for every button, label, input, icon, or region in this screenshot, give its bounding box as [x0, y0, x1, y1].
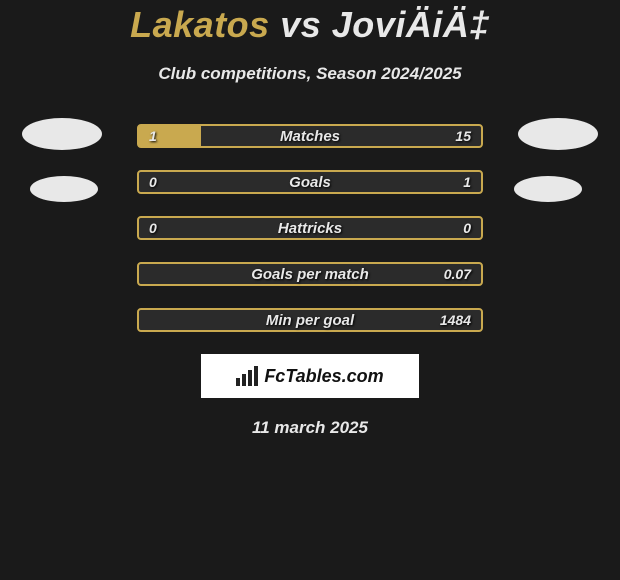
stat-value-right: 1484 — [440, 312, 471, 328]
stat-value-right: 15 — [455, 128, 471, 144]
stat-value-left: 0 — [149, 220, 157, 236]
stat-value-left: 1 — [149, 128, 157, 144]
stats-area: 1 Matches 15 0 Goals 1 0 Hattricks 0 Goals per ma… — [0, 124, 620, 332]
stat-value-right: 0 — [463, 220, 471, 236]
subtitle: Club competitions, Season 2024/2025 — [0, 64, 620, 84]
stat-value-right: 0.07 — [444, 266, 471, 282]
bar-chart-icon — [236, 366, 258, 386]
stat-label: Hattricks — [278, 220, 342, 237]
stat-label: Min per goal — [266, 312, 354, 329]
stat-row: Goals per match 0.07 — [137, 262, 483, 286]
avatar-placeholder — [30, 176, 98, 202]
avatar-placeholder — [518, 118, 598, 150]
stat-row: Min per goal 1484 — [137, 308, 483, 332]
stat-value-right: 1 — [463, 174, 471, 190]
branding-box: FcTables.com — [201, 354, 419, 398]
stat-label: Goals — [289, 174, 331, 191]
stat-label: Matches — [280, 128, 340, 145]
stat-label: Goals per match — [251, 266, 369, 283]
avatars-right — [518, 118, 598, 202]
comparison-title: Lakatos vs JoviÄiÄ‡ — [0, 0, 620, 46]
date-line: 11 march 2025 — [0, 418, 620, 438]
branding-text: FcTables.com — [264, 366, 383, 387]
avatars-left — [22, 118, 102, 202]
avatar-placeholder — [22, 118, 102, 150]
stat-row: 1 Matches 15 — [137, 124, 483, 148]
vs-separator: vs — [280, 4, 321, 45]
avatar-placeholder — [514, 176, 582, 202]
player1-name: Lakatos — [130, 4, 270, 45]
player2-name: JoviÄiÄ‡ — [332, 4, 490, 45]
stat-value-left: 0 — [149, 174, 157, 190]
stat-row: 0 Hattricks 0 — [137, 216, 483, 240]
stat-row: 0 Goals 1 — [137, 170, 483, 194]
